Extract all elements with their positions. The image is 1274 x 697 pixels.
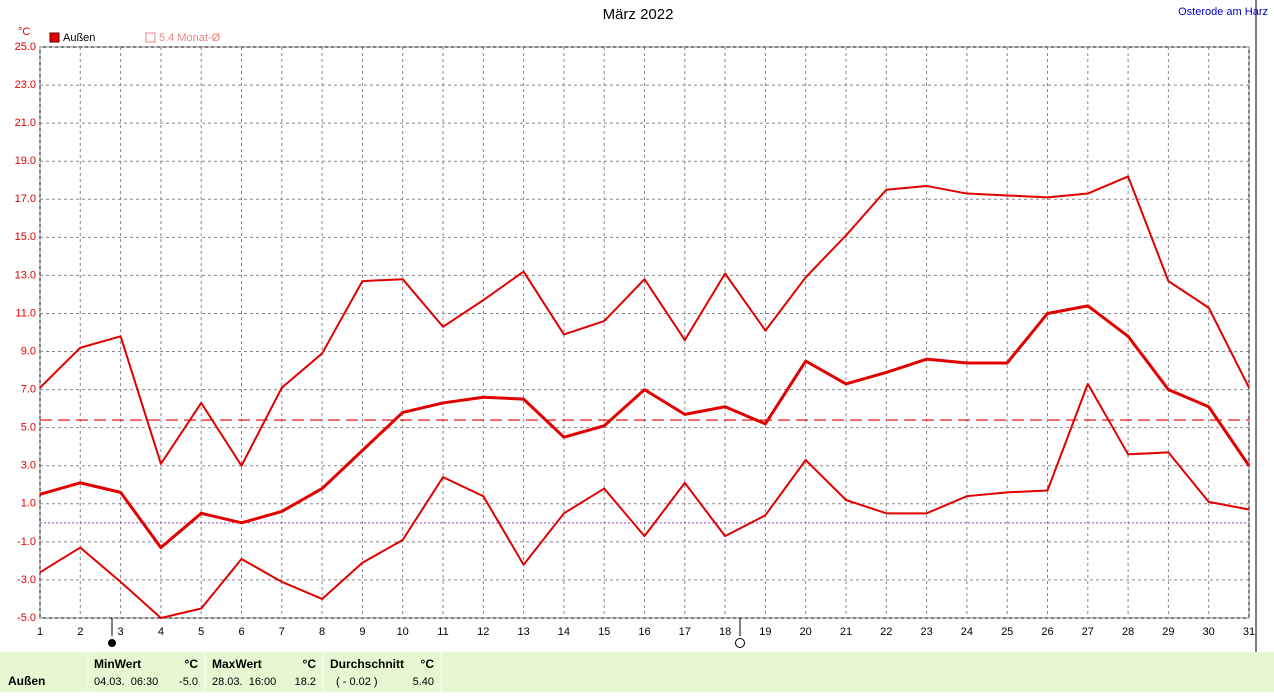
x-tick-label: 11 [437,626,448,638]
y-tick-label: 25.0 [15,41,36,53]
y-tick-label: 7.0 [21,384,36,396]
x-tick-label: 28 [1122,626,1134,638]
x-tick-label: 31 [1243,626,1255,638]
y-tick-label: 11.0 [15,307,36,319]
x-tick-label: 12 [477,626,489,638]
legend-label: Außen [63,32,95,44]
y-tick-label: 23.0 [15,79,36,91]
location: Osterode am Harz [1178,6,1268,18]
stats-value: 18.2 [295,676,316,688]
x-tick-label: 13 [517,626,529,638]
x-tick-label: 16 [638,626,650,638]
x-tick-label: 8 [319,626,325,638]
x-tick-label: 17 [679,626,691,638]
y-tick-label: 13.0 [15,269,36,281]
y-tick-label: 9.0 [21,345,36,357]
x-tick-label: 14 [558,626,570,638]
moon-full [735,638,745,648]
x-tick-label: 1 [37,626,43,638]
x-tick-label: 2 [77,626,83,638]
stats-value: -5.0 [179,676,198,688]
legend-label: 5.4 Monat-Ø [159,32,221,44]
y-tick-label: 3.0 [21,460,36,472]
x-tick-label: 15 [598,626,610,638]
y-tick-label: 1.0 [21,498,36,510]
x-tick-label: 27 [1082,626,1094,638]
x-tick-label: 4 [158,626,164,638]
stats-title: Durchschnitt [330,657,404,671]
stats-table: Außen MinWert °C 04.03. 06:30 -5.0 MaxWe… [8,652,442,692]
x-tick-label: 20 [800,626,812,638]
x-tick-label: 21 [840,626,852,638]
legend-swatch [145,32,156,43]
legend-swatch [49,32,60,43]
series-line [39,304,1251,550]
x-tick-label: 6 [238,626,244,638]
x-tick-label: 22 [880,626,892,638]
x-tick-label: 5 [198,626,204,638]
series-line [39,382,1250,619]
x-tick-label: 10 [397,626,409,638]
stats-panel [0,652,1274,692]
stats-unit: °C [421,657,435,671]
y-tick-label: 15.0 [15,231,36,243]
stats-row-label: Außen [8,674,45,688]
y-tick-label: 21.0 [15,117,36,129]
stats-value: 5.40 [413,676,434,688]
series-line [39,175,1250,467]
x-tick-label: 18 [719,626,731,638]
stats-title: MinWert [94,657,141,671]
stats-title: MaxWert [212,657,262,671]
stats-when: 04.03. 06:30 [94,676,158,688]
y-tick-label: 19.0 [15,155,36,167]
x-tick-label: 23 [920,626,932,638]
y-tick-label: 5.0 [21,422,36,434]
y-tick-label: -3.0 [17,574,36,586]
x-tick-label: 7 [279,626,285,638]
x-tick-label: 26 [1041,626,1053,638]
stats-when: ( - 0.02 ) [336,676,378,688]
y-tick-label: -5.0 [17,612,36,624]
x-tick-label: 29 [1162,626,1174,638]
x-tick-label: 30 [1203,626,1215,638]
chart-title: März 2022 [603,6,674,23]
y-tick-label: -1.0 [17,536,36,548]
x-tick-label: 9 [359,626,365,638]
x-tick-label: 24 [961,626,973,638]
stats-unit: °C [303,657,317,671]
y-tick-label: 17.0 [15,193,36,205]
y-unit: °C [18,26,30,38]
moon-new [108,639,116,647]
x-tick-label: 3 [118,626,124,638]
stats-when: 28.03. 16:00 [212,676,276,688]
stats-unit: °C [185,657,199,671]
x-tick-label: 25 [1001,626,1013,638]
x-tick-label: 19 [759,626,771,638]
